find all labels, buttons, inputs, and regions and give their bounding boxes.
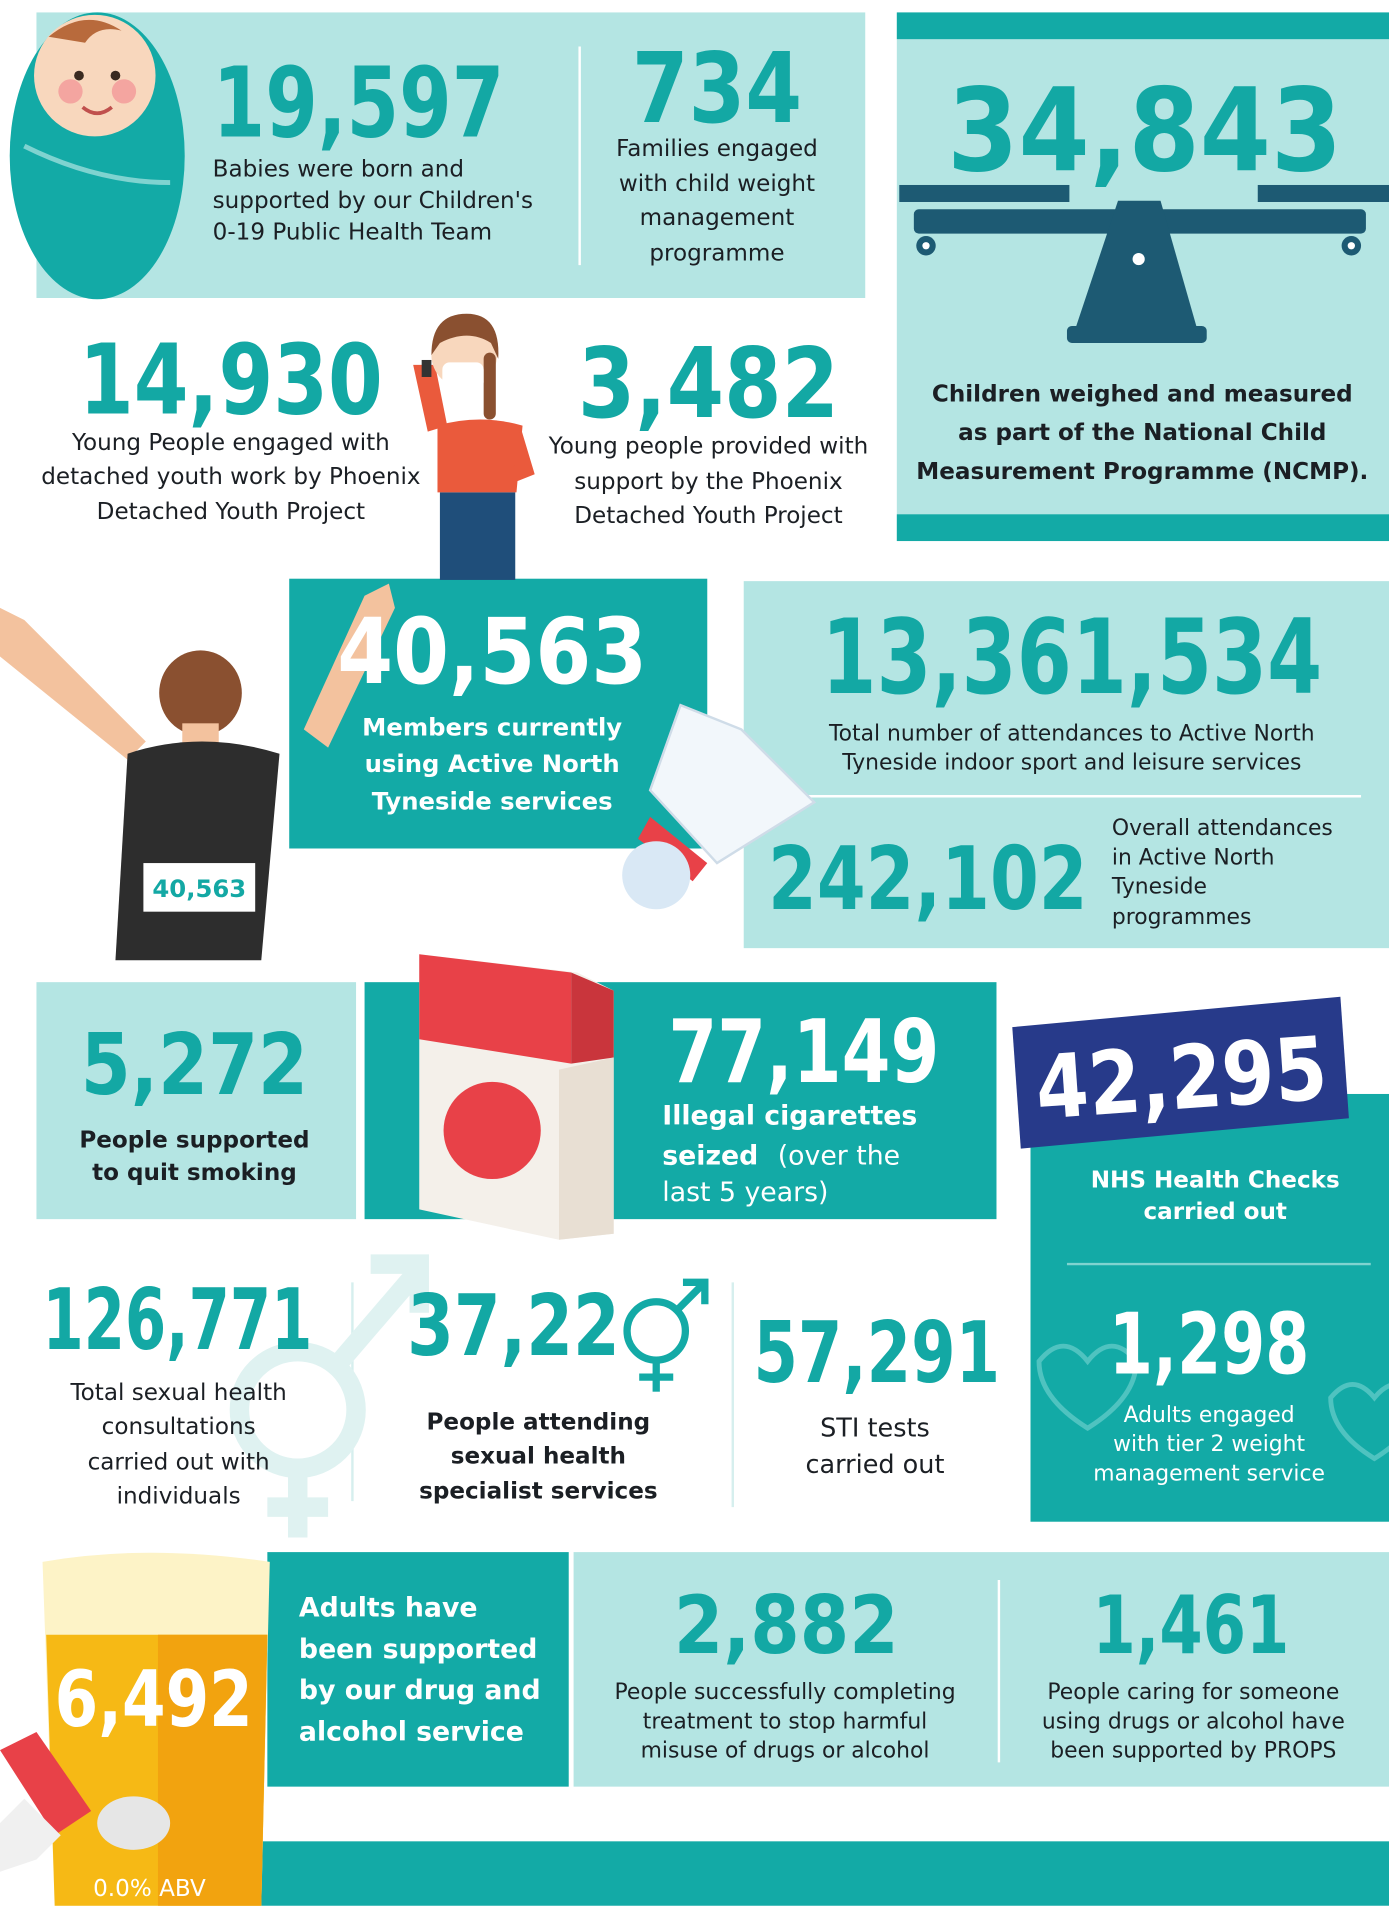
- pills-illustration: [0, 1731, 171, 1872]
- stat-label: People supported: [79, 1127, 309, 1153]
- stat-label: programme: [649, 240, 784, 266]
- stat-label: carried out: [1143, 1199, 1286, 1225]
- stat-label: consultations: [102, 1414, 256, 1440]
- stat-label: in Active North: [1112, 845, 1275, 870]
- banner: [1012, 996, 1349, 1149]
- stat-label: Measurement Programme (NCMP).: [916, 459, 1368, 485]
- panel-band: [896, 12, 1389, 40]
- panel: [743, 581, 1389, 949]
- cigarette-pack-illustration: [419, 954, 614, 1240]
- stat-label: Tyneside: [1111, 874, 1207, 899]
- panel-band: [896, 514, 1389, 542]
- stat-label: by our drug and: [299, 1675, 541, 1706]
- scale-illustration: [899, 184, 1389, 343]
- stat-number: 3,482: [578, 327, 839, 440]
- panel: [267, 1552, 569, 1787]
- stat-number: 14,930: [79, 323, 383, 436]
- stat-label: Babies were born and: [213, 156, 464, 182]
- stat-number: 77,149: [668, 1001, 939, 1103]
- stat-label: Adults engaged: [1124, 1403, 1295, 1428]
- stat-label: Total sexual health: [69, 1380, 286, 1406]
- stat-label: been supported: [299, 1634, 537, 1665]
- heart-icon: [1036, 1343, 1139, 1432]
- stat-label: individuals: [117, 1483, 241, 1509]
- stat-label: Members currently: [362, 712, 622, 741]
- stat-number: 5,272: [81, 1016, 308, 1115]
- stat-label: specialist services: [419, 1479, 658, 1505]
- stat-number: 19,597: [213, 46, 505, 159]
- shuttlecock-illustration: [622, 703, 817, 910]
- stat-label: Detached Youth Project: [97, 499, 365, 525]
- runner-illustration: [0, 583, 395, 961]
- panel: [36, 982, 357, 1220]
- stat-label: support by the Phoenix: [574, 469, 842, 495]
- stat-label: last 5 years): [662, 1177, 828, 1208]
- stat-label: misuse of drugs or alcohol: [641, 1738, 930, 1763]
- stat-label: using drugs or alcohol have: [1042, 1709, 1345, 1734]
- stat-number: 40,563: [337, 599, 647, 705]
- panel: [1030, 1093, 1389, 1522]
- stat-label: carried out: [805, 1450, 944, 1480]
- stat-label: to quit smoking: [92, 1160, 297, 1186]
- stat-number: 37,22: [407, 1277, 620, 1376]
- stat-label: People successfully completing: [614, 1680, 955, 1705]
- stat-number: 2,882: [674, 1579, 899, 1672]
- bib-number: 40,563: [152, 874, 246, 903]
- stat-label: Detached Youth Project: [574, 503, 842, 529]
- stat-number: 42,295: [1032, 1017, 1330, 1139]
- stat-label: Children weighed and measured: [932, 381, 1353, 407]
- stat-label: with child weight: [619, 171, 815, 197]
- stat-label: using Active North: [365, 749, 620, 778]
- stat-number: 6,492: [55, 1655, 253, 1745]
- stat-label: been supported by PROPS: [1050, 1738, 1336, 1763]
- stat-label: Young people provided with: [548, 434, 869, 460]
- stat-label: with tier 2 weight: [1113, 1432, 1305, 1457]
- stat-label: Adults have: [299, 1593, 478, 1624]
- stat-label: as part of the National Child: [958, 420, 1326, 446]
- stat-number: 126,771: [43, 1271, 313, 1370]
- stat-label: programmes: [1112, 905, 1251, 930]
- stat-label: Tyneside services: [372, 787, 613, 816]
- stat-label: management: [640, 205, 795, 231]
- stat-label: management service: [1093, 1461, 1325, 1486]
- stat-number: 242,102: [768, 828, 1088, 930]
- stat-number: 34,843: [947, 64, 1342, 198]
- stat-label: Young People engaged with: [71, 430, 390, 456]
- stat-label: seized: [662, 1140, 758, 1171]
- stat-label: Tyneside indoor sport and leisure servic…: [841, 751, 1301, 776]
- stat-label: Overall attendances: [1112, 816, 1333, 841]
- heart-icon: [1328, 1382, 1389, 1462]
- gender-symbol: [229, 1254, 429, 1538]
- stat-number: 13,361,534: [821, 598, 1322, 718]
- stat-label: treatment to stop harmful: [643, 1709, 927, 1734]
- stat-number: 57,291: [753, 1304, 1000, 1403]
- stat-label: 0-19 Public Health Team: [213, 220, 492, 246]
- stat-label: alcohol service: [299, 1716, 524, 1747]
- stat-label: sexual health: [451, 1443, 626, 1469]
- stat-label: Illegal cigarettes: [662, 1100, 917, 1131]
- gender-symbol: [623, 1278, 709, 1392]
- stat-label: Families engaged: [616, 136, 818, 162]
- glass-label: 0.0% ABV: [93, 1876, 206, 1902]
- stat-label: NHS Health Checks: [1091, 1168, 1340, 1194]
- woman-illustration: [413, 313, 535, 580]
- stat-label: (over the: [778, 1140, 900, 1171]
- stat-label: detached youth work by Phoenix: [41, 464, 420, 490]
- stat-label: People caring for someone: [1047, 1680, 1339, 1705]
- stat-number: 734: [632, 32, 802, 145]
- stat-number: 1,461: [1092, 1579, 1289, 1672]
- stat-label: Total number of attendances to Active No…: [828, 721, 1315, 746]
- panel: [573, 1552, 1389, 1787]
- stat-label: STI tests: [820, 1414, 930, 1444]
- panel: [261, 1841, 1389, 1906]
- baby-illustration: [9, 12, 185, 300]
- stat-label: carried out with: [88, 1449, 270, 1475]
- stat-number: 1,298: [1109, 1295, 1310, 1394]
- stat-label: People attending: [427, 1409, 651, 1435]
- stat-label: supported by our Children's: [213, 188, 533, 214]
